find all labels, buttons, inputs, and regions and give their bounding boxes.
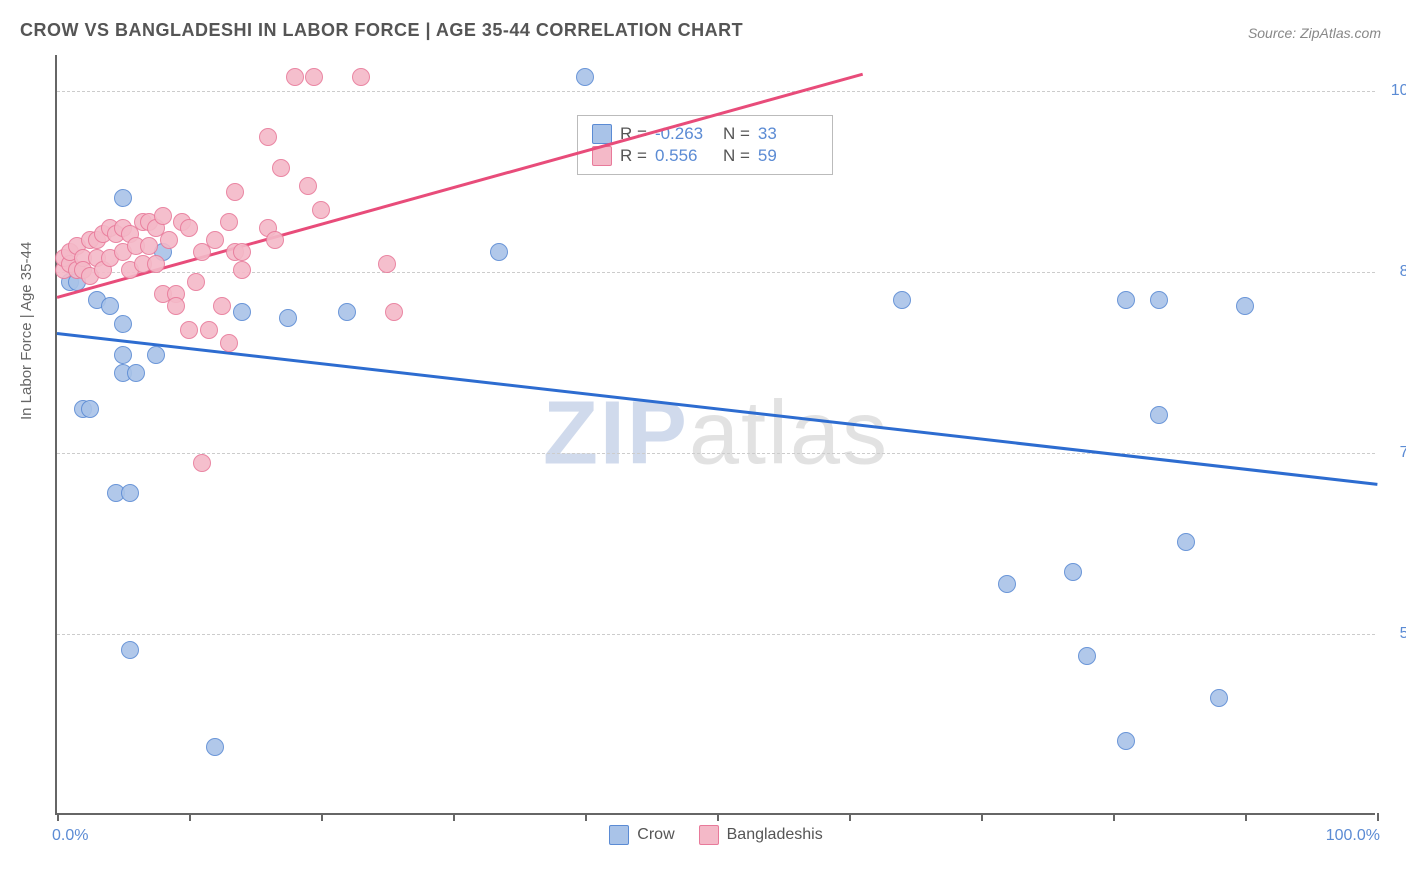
gridline — [57, 91, 1375, 92]
x-tick — [1113, 813, 1115, 821]
y-tick-label: 85.0% — [1385, 263, 1406, 281]
gridline — [57, 272, 1375, 273]
data-point — [1078, 647, 1096, 665]
source-label: Source: ZipAtlas.com — [1248, 25, 1381, 41]
gridline — [57, 453, 1375, 454]
x-tick — [453, 813, 455, 821]
data-point — [180, 321, 198, 339]
x-tick — [321, 813, 323, 821]
data-point — [233, 243, 251, 261]
data-point — [140, 237, 158, 255]
x-tick — [1245, 813, 1247, 821]
legend-item-bangladeshis: Bangladeshis — [699, 825, 823, 845]
x-tick — [585, 813, 587, 821]
stats-row-bangladeshis: R = 0.556 N = 59 — [592, 146, 818, 166]
plot-area: ZIPatlas R = -0.263 N = 33 R = 0.556 N =… — [55, 55, 1375, 815]
legend-swatch-bangladeshis-icon — [699, 825, 719, 845]
y-tick-label: 55.0% — [1385, 625, 1406, 643]
data-point — [226, 183, 244, 201]
x-tick — [717, 813, 719, 821]
data-point — [1064, 563, 1082, 581]
data-point — [206, 738, 224, 756]
data-point — [147, 346, 165, 364]
x-tick — [981, 813, 983, 821]
n-label: N = — [723, 146, 750, 166]
swatch-crow-icon — [592, 124, 612, 144]
x-tick — [1377, 813, 1379, 821]
r-label: R = — [620, 146, 647, 166]
data-point — [1117, 732, 1135, 750]
data-point — [1117, 291, 1135, 309]
correlation-stats-box: R = -0.263 N = 33 R = 0.556 N = 59 — [577, 115, 833, 175]
data-point — [378, 255, 396, 273]
x-tick — [57, 813, 59, 821]
data-point — [352, 68, 370, 86]
data-point — [1236, 297, 1254, 315]
data-point — [338, 303, 356, 321]
data-point — [299, 177, 317, 195]
trend-line-bangladeshis — [57, 73, 863, 299]
data-point — [233, 261, 251, 279]
data-point — [193, 454, 211, 472]
data-point — [312, 201, 330, 219]
data-point — [576, 68, 594, 86]
chart-title: CROW VS BANGLADESHI IN LABOR FORCE | AGE… — [20, 20, 743, 41]
data-point — [220, 334, 238, 352]
n-value-bangladeshis: 59 — [758, 146, 818, 166]
legend-swatch-crow-icon — [609, 825, 629, 845]
data-point — [305, 68, 323, 86]
x-tick — [189, 813, 191, 821]
data-point — [167, 297, 185, 315]
data-point — [279, 309, 297, 327]
legend: Crow Bangladeshis — [57, 825, 1375, 845]
data-point — [81, 400, 99, 418]
n-label: N = — [723, 124, 750, 144]
data-point — [101, 297, 119, 315]
data-point — [266, 231, 284, 249]
data-point — [127, 364, 145, 382]
watermark-suffix: atlas — [689, 384, 889, 484]
data-point — [121, 641, 139, 659]
y-axis-title: In Labor Force | Age 35-44 — [18, 242, 35, 420]
y-tick-label: 70.0% — [1385, 444, 1406, 462]
gridline — [57, 634, 1375, 635]
data-point — [272, 159, 290, 177]
n-value-crow: 33 — [758, 124, 818, 144]
data-point — [220, 213, 238, 231]
data-point — [286, 68, 304, 86]
data-point — [998, 575, 1016, 593]
y-tick-label: 100.0% — [1385, 82, 1406, 100]
data-point — [490, 243, 508, 261]
data-point — [259, 128, 277, 146]
watermark: ZIPatlas — [543, 383, 889, 486]
data-point — [1177, 533, 1195, 551]
data-point — [160, 231, 178, 249]
data-point — [233, 303, 251, 321]
legend-item-crow: Crow — [609, 825, 674, 845]
data-point — [893, 291, 911, 309]
data-point — [114, 189, 132, 207]
r-value-bangladeshis: 0.556 — [655, 146, 715, 166]
data-point — [114, 346, 132, 364]
data-point — [154, 207, 172, 225]
data-point — [200, 321, 218, 339]
stats-row-crow: R = -0.263 N = 33 — [592, 124, 818, 144]
x-tick — [849, 813, 851, 821]
data-point — [180, 219, 198, 237]
data-point — [114, 315, 132, 333]
data-point — [385, 303, 403, 321]
data-point — [147, 255, 165, 273]
data-point — [187, 273, 205, 291]
data-point — [1150, 406, 1168, 424]
trend-line-crow — [57, 332, 1377, 485]
data-point — [206, 231, 224, 249]
legend-label-crow: Crow — [637, 826, 674, 844]
data-point — [1210, 689, 1228, 707]
data-point — [1150, 291, 1168, 309]
watermark-prefix: ZIP — [543, 384, 689, 484]
legend-label-bangladeshis: Bangladeshis — [727, 826, 823, 844]
data-point — [213, 297, 231, 315]
data-point — [121, 484, 139, 502]
